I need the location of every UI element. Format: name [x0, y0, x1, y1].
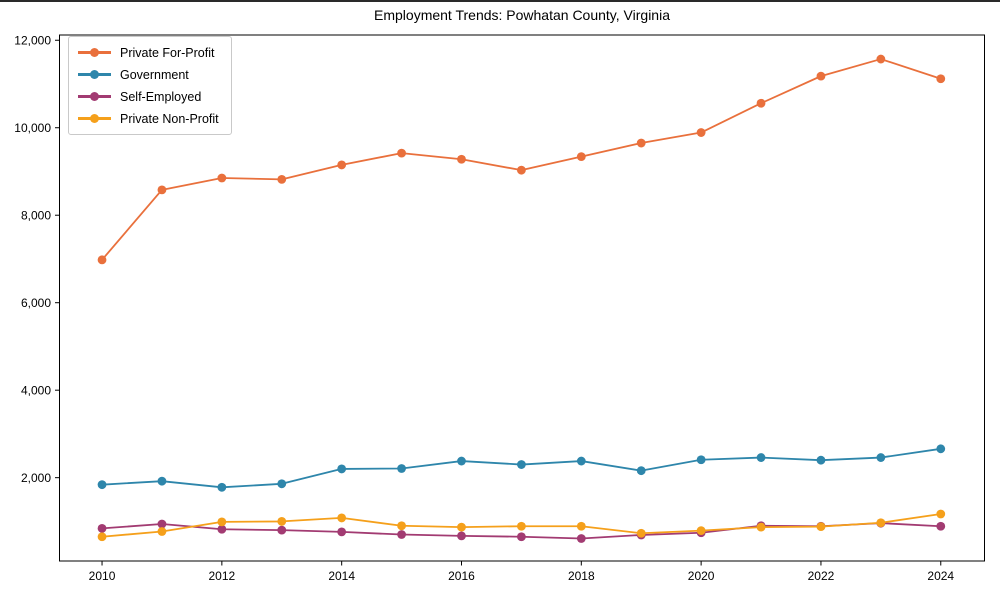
- data-point-private-for-profit: [217, 173, 227, 183]
- data-point-private-non-profit: [816, 522, 826, 532]
- data-point-private-for-profit: [816, 71, 826, 81]
- data-point-government: [876, 453, 886, 462]
- legend-item-private-non-profit: Private Non-Profit: [78, 109, 219, 128]
- data-point-self-employed: [337, 527, 347, 537]
- data-point-government: [576, 456, 586, 466]
- legend-marker-dot: [90, 92, 99, 101]
- x-axis-tick-label: 2010: [89, 569, 116, 583]
- legend-label: Private For-Profit: [120, 45, 215, 60]
- data-point-private-non-profit: [97, 532, 107, 542]
- y-axis-tick-label: 8,000: [21, 208, 51, 222]
- legend-label: Self-Employed: [120, 89, 202, 104]
- data-point-government: [756, 453, 766, 462]
- data-point-private-non-profit: [876, 518, 886, 528]
- legend-line-marker-icon: [78, 48, 111, 57]
- y-axis-tick-label: 10,000: [14, 121, 51, 135]
- y-axis-tick-label: 4,000: [21, 383, 51, 397]
- screenshot-top-edge: [0, 0, 1000, 2]
- data-point-self-employed: [936, 521, 946, 531]
- data-point-private-for-profit: [936, 74, 946, 84]
- data-point-self-employed: [277, 525, 287, 535]
- data-point-government: [457, 456, 466, 466]
- x-axis-tick-label: 2016: [448, 569, 475, 583]
- x-axis-tick-label: 2018: [568, 569, 595, 583]
- chart-title: Employment Trends: Powhatan County, Virg…: [374, 7, 670, 23]
- data-point-government: [936, 444, 946, 454]
- legend-line-marker-icon: [78, 70, 111, 79]
- data-point-government: [816, 455, 826, 465]
- data-point-private-for-profit: [876, 54, 886, 64]
- data-point-government: [277, 479, 287, 489]
- legend-item-self-employed: Self-Employed: [78, 87, 219, 106]
- data-point-private-for-profit: [397, 148, 406, 158]
- data-point-private-for-profit: [457, 154, 466, 164]
- data-point-government: [337, 464, 347, 474]
- x-axis-tick-label: 2012: [209, 569, 236, 583]
- data-point-private-non-profit: [576, 521, 586, 531]
- data-point-government: [517, 460, 526, 469]
- data-point-private-non-profit: [756, 522, 766, 532]
- legend-marker-dot: [90, 70, 99, 79]
- legend-label: Private Non-Profit: [120, 111, 219, 126]
- legend-line-marker-icon: [78, 114, 111, 123]
- legend-item-private-for-profit: Private For-Profit: [78, 43, 219, 62]
- data-point-private-non-profit: [936, 509, 946, 519]
- data-point-government: [217, 482, 227, 492]
- data-point-private-for-profit: [97, 255, 107, 265]
- data-point-private-non-profit: [217, 517, 227, 527]
- data-point-private-for-profit: [277, 174, 287, 184]
- y-axis-tick-label: 2,000: [21, 471, 51, 485]
- data-point-private-non-profit: [157, 527, 167, 536]
- data-point-private-for-profit: [756, 98, 766, 108]
- plot-frame: [59, 34, 985, 562]
- legend-line-marker-icon: [78, 92, 111, 101]
- legend: Private For-Profit Government Self-Employe…: [68, 36, 232, 135]
- data-point-private-for-profit: [337, 160, 347, 170]
- legend-marker-dot: [90, 114, 99, 123]
- data-point-government: [636, 466, 646, 476]
- data-point-self-employed: [457, 531, 466, 541]
- x-axis-tick-label: 2024: [927, 569, 954, 583]
- data-point-private-non-profit: [636, 528, 646, 538]
- data-point-private-non-profit: [517, 521, 526, 531]
- data-point-self-employed: [97, 524, 107, 533]
- data-point-private-non-profit: [397, 521, 406, 531]
- data-point-private-non-profit: [337, 513, 347, 523]
- y-axis-tick-label: 12,000: [14, 33, 51, 47]
- legend-label: Government: [120, 67, 189, 82]
- data-point-government: [97, 480, 107, 490]
- data-point-private-for-profit: [696, 128, 706, 137]
- data-point-government: [696, 455, 706, 465]
- data-point-self-employed: [517, 532, 526, 542]
- y-axis-tick-label: 6,000: [21, 296, 51, 310]
- data-point-government: [397, 464, 406, 473]
- data-point-self-employed: [397, 530, 406, 539]
- data-point-private-non-profit: [277, 517, 287, 526]
- data-point-government: [157, 476, 167, 486]
- x-axis-tick-label: 2022: [808, 569, 835, 583]
- data-point-private-non-profit: [457, 522, 466, 532]
- x-axis-tick-label: 2020: [688, 569, 715, 583]
- data-point-private-non-profit: [696, 526, 706, 535]
- x-axis-tick-label: 2014: [328, 569, 355, 583]
- data-point-self-employed: [157, 519, 167, 529]
- legend-marker-dot: [90, 48, 99, 57]
- data-point-private-for-profit: [576, 152, 586, 162]
- data-point-self-employed: [576, 534, 586, 543]
- data-point-private-for-profit: [517, 165, 526, 175]
- data-point-private-for-profit: [157, 185, 167, 195]
- data-point-private-for-profit: [636, 138, 646, 148]
- legend-item-government: Government: [78, 65, 219, 84]
- data-point-self-employed: [217, 524, 227, 534]
